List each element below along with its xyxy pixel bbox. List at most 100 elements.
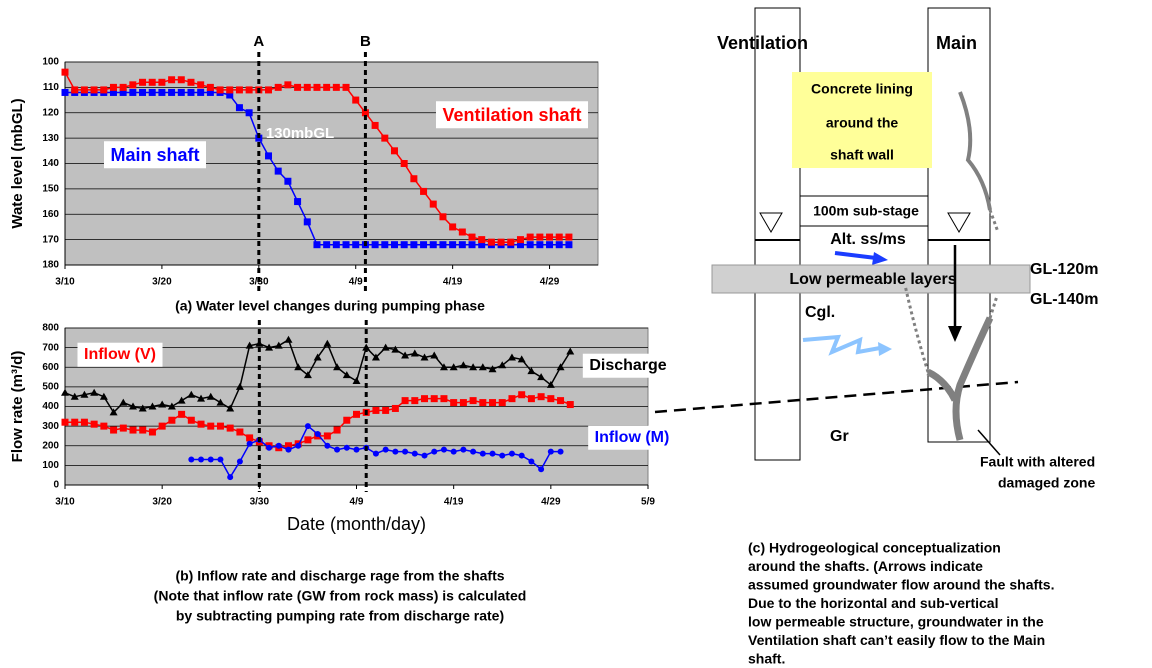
label: Fault with altered	[980, 454, 1095, 470]
caption: (Note that inflow rate (GW from rock mas…	[154, 588, 527, 604]
point	[216, 398, 225, 406]
point	[565, 233, 573, 241]
point	[148, 428, 156, 436]
point	[236, 458, 243, 465]
point	[148, 402, 157, 410]
x-tick-label: 5/9	[641, 497, 655, 508]
point	[187, 78, 195, 86]
point	[313, 353, 322, 361]
point	[391, 404, 399, 412]
point	[381, 241, 389, 249]
point	[313, 241, 321, 249]
label: shaft wall	[830, 147, 894, 163]
point	[178, 410, 186, 418]
point	[139, 426, 147, 434]
point	[557, 448, 564, 455]
point	[61, 88, 69, 96]
point	[507, 353, 516, 361]
point	[119, 398, 128, 406]
caption-line: assumed groundwater flow around the shaf…	[748, 577, 1054, 593]
point	[489, 450, 496, 457]
point	[547, 448, 554, 455]
lining-box	[792, 72, 932, 168]
point	[516, 241, 524, 249]
point	[226, 86, 234, 94]
x-tick-label: 3/20	[152, 277, 172, 288]
point	[168, 76, 176, 84]
series-label-box	[582, 353, 674, 378]
marker-label: A	[253, 33, 264, 50]
point	[401, 397, 409, 405]
point	[158, 78, 166, 86]
point	[352, 241, 360, 249]
point	[371, 121, 379, 129]
series-label-box	[435, 101, 589, 129]
point	[284, 442, 292, 450]
point	[479, 399, 487, 407]
point	[168, 88, 176, 96]
point	[460, 446, 467, 453]
point	[429, 200, 437, 208]
point	[216, 86, 224, 94]
point	[469, 397, 477, 405]
label: damaged zone	[998, 475, 1095, 491]
point	[556, 363, 565, 371]
point	[158, 422, 166, 430]
point	[469, 363, 478, 371]
point	[324, 442, 331, 449]
point	[284, 81, 292, 89]
point	[343, 416, 351, 424]
point	[342, 83, 350, 91]
point	[245, 86, 253, 94]
label: GL-140m	[1030, 291, 1098, 308]
point	[527, 395, 535, 403]
point	[235, 382, 244, 390]
point	[353, 410, 360, 418]
point	[206, 88, 214, 96]
point	[216, 422, 224, 430]
point	[458, 228, 466, 236]
point	[361, 109, 369, 117]
point	[187, 390, 196, 398]
point	[450, 448, 457, 455]
point	[265, 152, 273, 160]
fault	[903, 284, 930, 373]
point	[177, 76, 185, 84]
y-axis-label: Flow rate (m³/d)	[9, 351, 26, 463]
point	[167, 402, 176, 410]
caption: by subtracting pumping rate from dischar…	[176, 608, 504, 624]
point	[294, 198, 302, 206]
point	[90, 420, 98, 428]
point	[236, 428, 244, 436]
point	[497, 238, 505, 246]
label: Alt. ss/ms	[830, 231, 906, 248]
y-tick-label: 500	[42, 382, 59, 393]
point	[119, 424, 127, 432]
fault	[952, 316, 994, 441]
point	[499, 452, 506, 459]
point	[129, 88, 137, 96]
point	[410, 175, 418, 183]
point	[304, 423, 311, 430]
point	[148, 78, 156, 86]
point	[245, 341, 254, 349]
point	[99, 392, 108, 400]
y-tick-label: 300	[42, 421, 59, 432]
point	[284, 177, 292, 185]
point	[468, 241, 476, 249]
point	[440, 395, 448, 403]
point	[294, 363, 303, 371]
label: Ventilation	[717, 33, 808, 53]
point	[100, 86, 108, 94]
series-label: Main shaft	[110, 145, 199, 165]
point	[410, 241, 418, 249]
caption-line: shaft.	[748, 651, 785, 667]
label: Concrete lining	[811, 81, 913, 97]
point	[410, 349, 419, 357]
label: around the	[826, 115, 899, 131]
point	[207, 422, 215, 430]
point	[557, 397, 565, 405]
point	[313, 83, 321, 91]
point	[459, 361, 468, 369]
point	[90, 86, 98, 94]
